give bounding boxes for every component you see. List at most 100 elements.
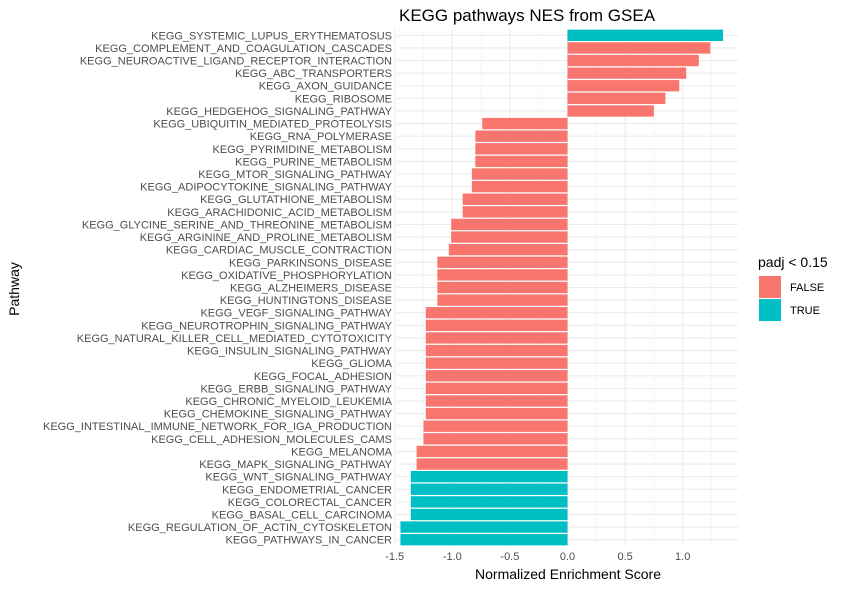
category-label: KEGG_INTESTINAL_IMMUNE_NETWORK_FOR_IGA_P… — [43, 421, 392, 433]
category-label: KEGG_PYRIMIDINE_METABOLISM — [212, 144, 392, 156]
category-label: KEGG_MELANOMA — [291, 446, 393, 458]
x-tick-label: 0.5 — [617, 551, 632, 563]
category-label: KEGG_HUNTINGTONS_DISEASE — [220, 295, 392, 307]
bar — [475, 143, 568, 155]
bar — [482, 117, 568, 130]
category-label: KEGG_AXON_GUIDANCE — [259, 81, 392, 93]
category-label: KEGG_ERBB_SIGNALING_PATHWAY — [200, 383, 392, 395]
category-label: KEGG_COMPLEMENT_AND_COAGULATION_CASCADES — [95, 43, 392, 55]
bar — [425, 382, 568, 395]
category-label: KEGG_UBIQUITIN_MEDIATED_PROTEOLYSIS — [153, 119, 392, 131]
legend-entries: FALSE TRUE — [759, 276, 824, 321]
category-label: KEGG_WNT_SIGNALING_PATHWAY — [205, 472, 392, 484]
bar — [425, 357, 568, 369]
bar — [451, 218, 568, 231]
bar — [410, 470, 568, 483]
bar — [462, 193, 568, 205]
x-axis-title: Normalized Enrichment Score — [475, 566, 661, 582]
category-label: KEGG_COLORECTAL_CANCER — [228, 497, 392, 509]
bar — [423, 433, 568, 445]
bar — [437, 294, 568, 306]
bar — [451, 231, 568, 243]
chart-title: KEGG pathways NES from GSEA — [399, 6, 656, 25]
bar — [410, 508, 568, 521]
bar — [425, 319, 568, 332]
category-label: KEGG_ARACHIDONIC_ACID_METABOLISM — [167, 207, 392, 219]
bar — [567, 80, 680, 92]
category-label: KEGG_ENDOMETRIAL_CANCER — [222, 484, 392, 496]
x-tick-label: -1.5 — [385, 551, 404, 563]
category-label: KEGG_CELL_ADHESION_MOLECULES_CAMS — [151, 434, 392, 446]
bar — [410, 483, 568, 495]
bar — [567, 92, 666, 105]
legend-label: TRUE — [790, 305, 820, 317]
category-label: KEGG_GLUTATHIONE_METABOLISM — [200, 194, 392, 206]
bar — [425, 407, 568, 420]
category-label: KEGG_PATHWAYS_IN_CANCER — [226, 535, 393, 547]
x-tick-label: 1.0 — [675, 551, 690, 563]
x-tick-labels: -1.5 -1.0 -0.5 0.0 0.5 1.0 — [385, 551, 690, 563]
category-label: KEGG_ADIPOCYTOKINE_SIGNALING_PATHWAY — [140, 182, 393, 194]
bar — [448, 243, 568, 256]
category-label: KEGG_CHEMOKINE_SIGNALING_PATHWAY — [164, 409, 393, 421]
category-label: KEGG_REGULATION_OF_ACTIN_CYTOSKELETON — [128, 522, 392, 534]
category-label: KEGG_ALZHEIMERS_DISEASE — [230, 283, 392, 295]
bar — [437, 281, 568, 294]
category-label: KEGG_PARKINSONS_DISEASE — [229, 257, 392, 269]
bar — [425, 395, 568, 407]
category-label: KEGG_INSULIN_SIGNALING_PATHWAY — [187, 346, 393, 358]
category-label: KEGG_ABC_TRANSPORTERS — [235, 68, 392, 80]
category-label: KEGG_BASAL_CELL_CARCINOMA — [212, 509, 393, 521]
category-label: KEGG_PURINE_METABOLISM — [235, 156, 392, 168]
bar — [425, 370, 568, 382]
bar — [471, 168, 568, 180]
category-label: KEGG_MTOR_SIGNALING_PATHWAY — [198, 169, 392, 181]
category-label: KEGG_MAPK_SIGNALING_PATHWAY — [199, 459, 392, 471]
legend-swatch — [759, 299, 781, 321]
bar — [425, 344, 568, 357]
legend-title: padj < 0.15 — [758, 254, 828, 270]
category-label: KEGG_RNA_POLYMERASE — [250, 131, 392, 143]
category-label: KEGG_GLYCINE_SERINE_AND_THREONINE_METABO… — [82, 219, 392, 231]
category-label: KEGG_NEUROTROPHIN_SIGNALING_PATHWAY — [141, 320, 392, 332]
x-tick-label: -1.0 — [443, 551, 462, 563]
bar — [416, 458, 568, 470]
bar — [462, 206, 568, 218]
bar — [567, 42, 711, 54]
x-tick-label: 0.0 — [560, 551, 575, 563]
category-label: KEGG_NATURAL_KILLER_CELL_MEDIATED_CYTOTO… — [77, 333, 393, 345]
category-label: KEGG_FOCAL_ADHESION — [254, 371, 392, 383]
bar — [423, 420, 568, 432]
category-labels: KEGG_SYSTEMIC_LUPUS_ERYTHEMATOSUSKEGG_CO… — [43, 30, 393, 546]
legend-swatch — [759, 276, 781, 298]
category-label: KEGG_CARDIAC_MUSCLE_CONTRACTION — [166, 245, 392, 257]
category-label: KEGG_HEDGEHOG_SIGNALING_PATHWAY — [166, 106, 392, 118]
bar — [471, 180, 568, 193]
bar — [425, 332, 568, 344]
bar — [400, 534, 568, 546]
category-label: KEGG_RIBOSOME — [295, 93, 392, 105]
bar — [567, 54, 699, 67]
bar — [475, 155, 568, 168]
bar — [425, 307, 568, 319]
bars — [400, 29, 724, 546]
category-label: KEGG_OXIDATIVE_PHOSPHORYLATION — [181, 270, 392, 282]
category-label: KEGG_CHRONIC_MYELOID_LEUKEMIA — [185, 396, 392, 408]
y-axis-title: Pathway — [6, 262, 22, 316]
x-tick-label: -0.5 — [500, 551, 519, 563]
category-label: KEGG_GLIOMA — [311, 358, 392, 370]
category-label: KEGG_SYSTEMIC_LUPUS_ERYTHEMATOSUS — [151, 30, 392, 42]
bar — [437, 269, 568, 281]
bar — [567, 67, 687, 79]
bar — [400, 521, 568, 533]
legend-label: FALSE — [790, 282, 824, 294]
bar — [567, 29, 724, 41]
bar — [410, 496, 568, 508]
bar — [437, 256, 568, 268]
bar — [416, 445, 568, 458]
category-label: KEGG_VEGF_SIGNALING_PATHWAY — [200, 308, 392, 320]
category-label: KEGG_ARGININE_AND_PROLINE_METABOLISM — [140, 232, 392, 244]
legend: padj < 0.15 FALSE TRUE — [758, 254, 828, 321]
bar — [475, 130, 568, 142]
